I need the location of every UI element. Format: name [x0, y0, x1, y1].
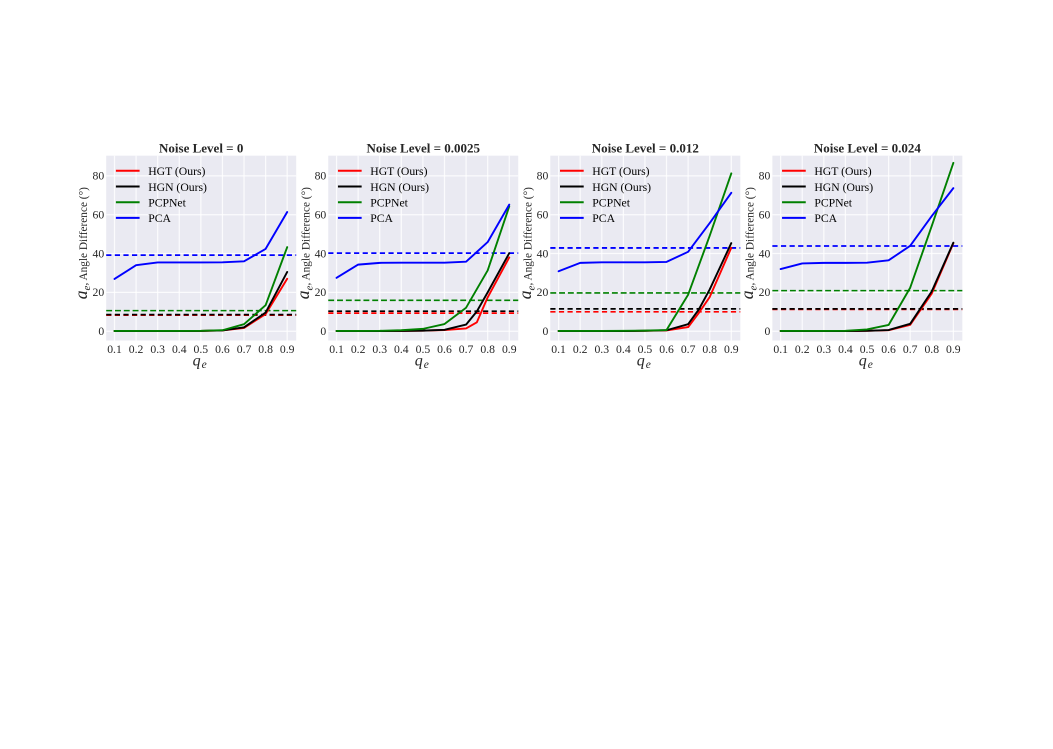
svg-text:HGT (Ours): HGT (Ours) [148, 165, 205, 178]
svg-text:0.4: 0.4 [394, 343, 409, 356]
svg-text:0.2: 0.2 [129, 343, 144, 356]
svg-text:Noise Level = 0.024: Noise Level = 0.024 [814, 141, 922, 156]
svg-text:20: 20 [315, 286, 327, 299]
svg-text:0.4: 0.4 [172, 343, 187, 356]
svg-text:0.5: 0.5 [416, 343, 431, 356]
svg-text:40: 40 [93, 247, 105, 260]
svg-text:80: 80 [759, 170, 771, 183]
svg-text:HGT (Ours): HGT (Ours) [592, 165, 649, 178]
svg-text:PCPNet: PCPNet [148, 197, 186, 210]
svg-text:40: 40 [315, 247, 327, 260]
svg-text:0.4: 0.4 [616, 343, 631, 356]
svg-text:0.5: 0.5 [638, 343, 653, 356]
svg-text:20: 20 [93, 286, 105, 299]
svg-text:0.5: 0.5 [860, 343, 875, 356]
svg-text:0.2: 0.2 [795, 343, 810, 356]
svg-text:60: 60 [759, 209, 771, 222]
svg-text:0.3: 0.3 [372, 343, 387, 356]
svg-text:0: 0 [765, 325, 771, 338]
svg-text:60: 60 [315, 209, 327, 222]
svg-text:0.8: 0.8 [258, 343, 273, 356]
svg-text:0.7: 0.7 [237, 343, 252, 356]
svg-text:0.9: 0.9 [724, 343, 739, 356]
svg-text:0.5: 0.5 [194, 343, 209, 356]
svg-text:Noise Level = 0: Noise Level = 0 [159, 141, 243, 156]
svg-text:40: 40 [759, 247, 771, 260]
svg-text:20: 20 [759, 286, 771, 299]
svg-text:0.4: 0.4 [838, 343, 853, 356]
svg-text:PCA: PCA [814, 212, 837, 225]
svg-text:PCA: PCA [370, 212, 393, 225]
svg-text:0: 0 [98, 325, 104, 338]
svg-text:0.2: 0.2 [351, 343, 366, 356]
svg-text:80: 80 [537, 170, 549, 183]
svg-text:0.1: 0.1 [107, 343, 122, 356]
svg-text:HGN (Ours): HGN (Ours) [814, 181, 873, 194]
svg-text:0.8: 0.8 [924, 343, 939, 356]
svg-text:HGT (Ours): HGT (Ours) [814, 165, 871, 178]
svg-text:20: 20 [537, 286, 549, 299]
svg-text:0.7: 0.7 [459, 343, 474, 356]
svg-text:Noise Level = 0.0025: Noise Level = 0.0025 [366, 141, 480, 156]
svg-text:HGN (Ours): HGN (Ours) [592, 181, 651, 194]
svg-text:0.3: 0.3 [150, 343, 165, 356]
svg-text:PCPNet: PCPNet [814, 197, 852, 210]
svg-text:0.6: 0.6 [215, 343, 230, 356]
svg-text:0: 0 [542, 325, 548, 338]
svg-text:0.1: 0.1 [773, 343, 788, 356]
svg-text:0.8: 0.8 [480, 343, 495, 356]
svg-text:HGN (Ours): HGN (Ours) [148, 181, 207, 194]
svg-text:0.6: 0.6 [437, 343, 452, 356]
svg-text:40: 40 [537, 247, 549, 260]
svg-text:Noise Level = 0.012: Noise Level = 0.012 [592, 141, 699, 156]
svg-text:PCPNet: PCPNet [592, 197, 630, 210]
svg-text:60: 60 [93, 209, 105, 222]
svg-text:0.9: 0.9 [280, 343, 295, 356]
svg-text:PCA: PCA [592, 212, 615, 225]
svg-text:PCPNet: PCPNet [370, 197, 408, 210]
svg-text:0.6: 0.6 [881, 343, 896, 356]
svg-text:0.6: 0.6 [659, 343, 674, 356]
svg-text:0.3: 0.3 [594, 343, 609, 356]
svg-text:HGT (Ours): HGT (Ours) [370, 165, 427, 178]
svg-text:0.2: 0.2 [573, 343, 588, 356]
svg-text:0.9: 0.9 [502, 343, 517, 356]
svg-text:0.1: 0.1 [329, 343, 344, 356]
svg-text:0.1: 0.1 [551, 343, 566, 356]
svg-text:60: 60 [537, 209, 549, 222]
svg-text:0.8: 0.8 [702, 343, 717, 356]
svg-text:0: 0 [320, 325, 326, 338]
svg-text:PCA: PCA [148, 212, 171, 225]
svg-text:0.3: 0.3 [817, 343, 832, 356]
svg-text:0.7: 0.7 [681, 343, 696, 356]
svg-text:0.7: 0.7 [903, 343, 918, 356]
svg-text:80: 80 [93, 170, 105, 183]
svg-text:HGN (Ours): HGN (Ours) [370, 181, 429, 194]
svg-text:0.9: 0.9 [946, 343, 961, 356]
svg-text:80: 80 [315, 170, 327, 183]
